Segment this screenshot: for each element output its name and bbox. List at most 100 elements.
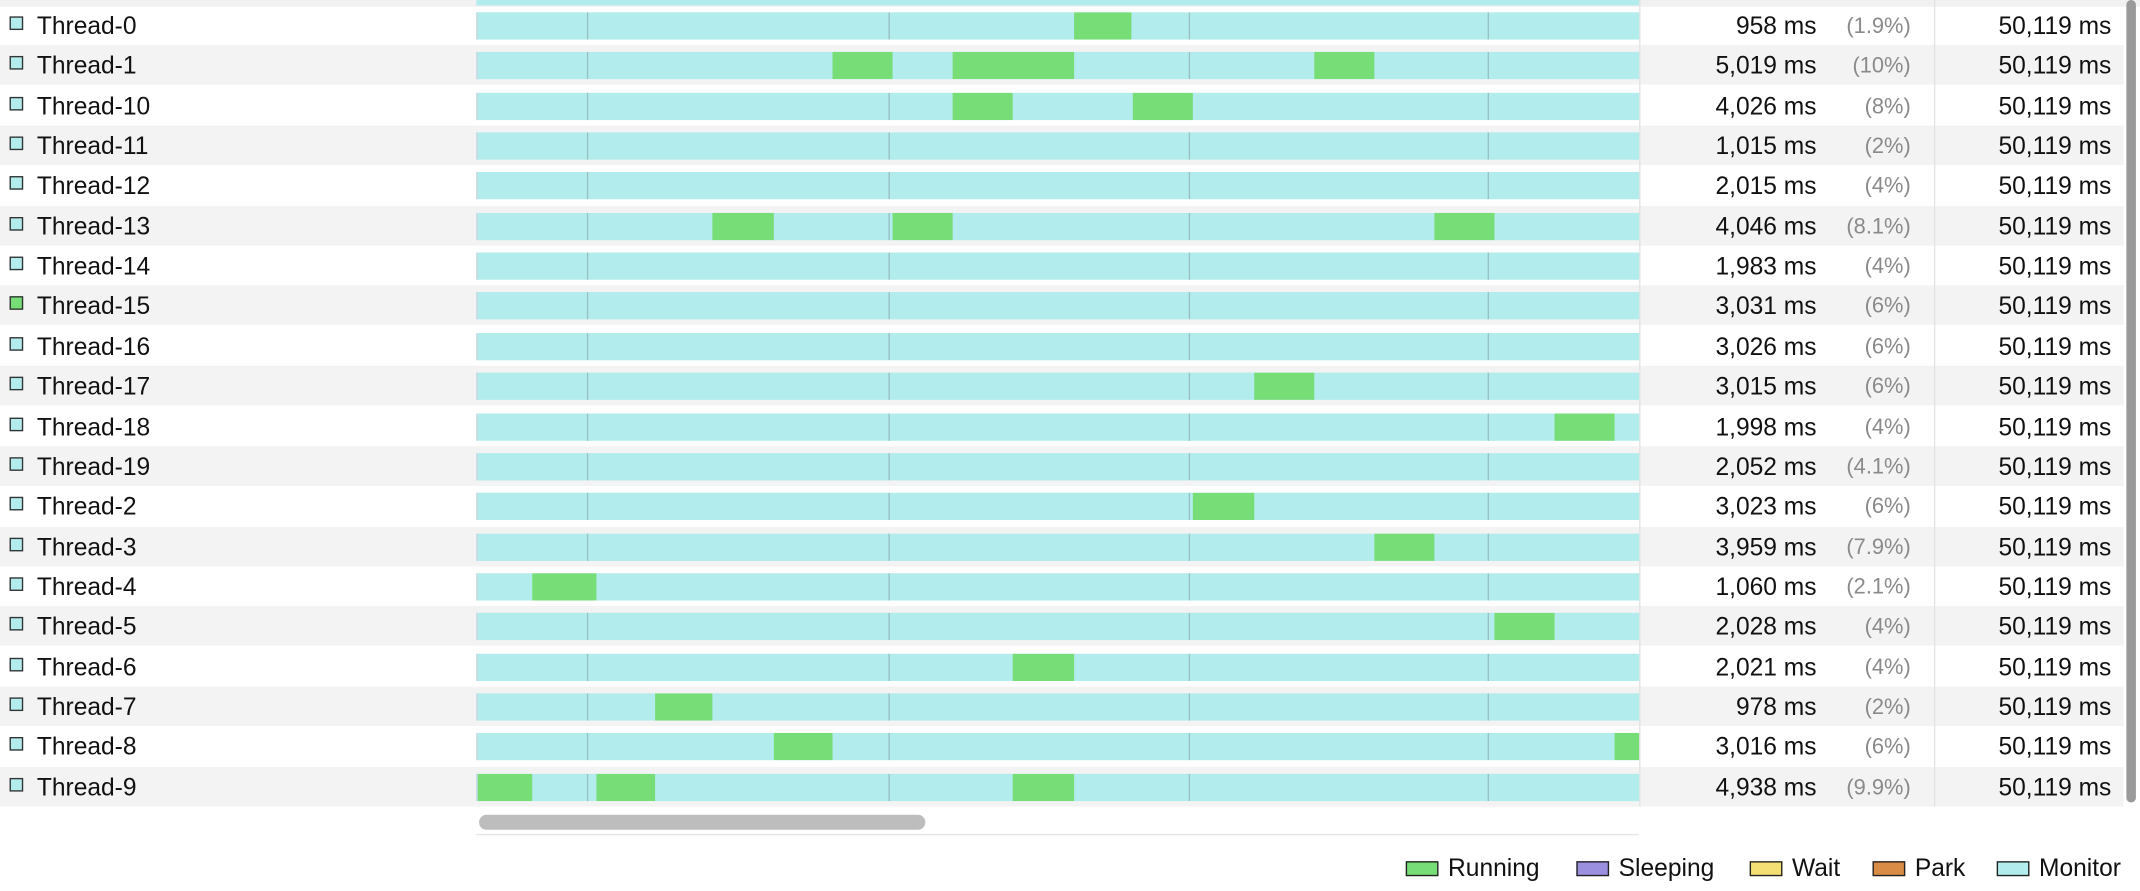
timeline-gridline xyxy=(586,653,589,681)
thread-timeline[interactable] xyxy=(476,533,1641,561)
total-time: 50,119 ms xyxy=(1998,52,2112,80)
thread-timeline[interactable] xyxy=(476,92,1641,120)
running-time: 1,983 ms xyxy=(1715,252,1817,280)
timeline-gridline xyxy=(1188,533,1191,561)
thread-timeline[interactable] xyxy=(476,292,1641,320)
thread-state-icon xyxy=(9,657,24,671)
running-percent: (10%) xyxy=(1852,55,1911,79)
vertical-scrollbar-thumb[interactable] xyxy=(2126,0,2136,803)
running-percent: (6%) xyxy=(1864,375,1911,399)
thread-timeline[interactable] xyxy=(476,252,1641,280)
thread-name: Thread-9 xyxy=(36,773,137,801)
running-time: 958 ms xyxy=(1735,12,1817,40)
thread-timeline[interactable] xyxy=(476,573,1641,601)
thread-row[interactable]: Thread-8 3,016 ms (6%) 50,119 ms xyxy=(0,726,2124,766)
thread-state-icon xyxy=(9,497,24,511)
timeline-gridline xyxy=(586,412,589,441)
legend-monitor: Monitor xyxy=(1996,852,2121,885)
thread-row[interactable]: Thread-6 2,021 ms (4%) 50,119 ms xyxy=(0,646,2124,686)
timeline-gridline xyxy=(888,773,890,801)
total-time: 50,119 ms xyxy=(1998,412,2112,441)
timeline-scrollbar-thumb[interactable] xyxy=(479,814,926,830)
thread-timeline[interactable] xyxy=(476,773,1641,801)
legend-label: Monitor xyxy=(2039,853,2121,881)
running-segment xyxy=(655,693,713,721)
running-segment xyxy=(477,773,533,801)
thread-timeline[interactable] xyxy=(476,613,1641,641)
thread-name: Thread-3 xyxy=(36,533,137,561)
timeline-gridline xyxy=(888,452,890,481)
timeline-gridline xyxy=(1188,773,1191,801)
thread-row[interactable]: Thread-15 3,031 ms (6%) 50,119 ms xyxy=(0,285,2124,326)
thread-row[interactable]: Thread-4 1,060 ms (2.1%) 50,119 ms xyxy=(0,566,2124,606)
thread-state-icon xyxy=(9,537,24,551)
total-time: 50,119 ms xyxy=(1998,613,2112,641)
thread-row[interactable]: Thread-2 3,023 ms (6%) 50,119 ms xyxy=(0,486,2124,526)
running-time: 2,021 ms xyxy=(1715,653,1817,681)
timeline-gridline xyxy=(1487,533,1489,561)
thread-timeline[interactable] xyxy=(476,693,1641,721)
thread-timeline[interactable] xyxy=(476,653,1641,681)
total-time: 50,119 ms xyxy=(1998,452,2112,481)
thread-row[interactable]: Thread-12 2,015 ms (4%) 50,119 ms xyxy=(0,166,2124,206)
total-time: 50,119 ms xyxy=(1998,212,2112,240)
thread-timeline[interactable] xyxy=(476,132,1641,160)
running-time: 5,019 ms xyxy=(1715,52,1817,80)
timeline-gridline xyxy=(586,693,589,721)
thread-row[interactable]: Thread-9 4,938 ms (9.9%) 50,119 ms xyxy=(0,766,2124,807)
running-time: 4,046 ms xyxy=(1715,212,1817,240)
timeline-gridline xyxy=(1487,492,1489,521)
thread-timeline[interactable] xyxy=(476,212,1641,240)
thread-row[interactable]: Thread-0 958 ms (1.9%) 50,119 ms xyxy=(0,5,2124,45)
timeline-gridline xyxy=(586,292,589,320)
thread-row[interactable]: Thread-14 1,983 ms (4%) 50,119 ms xyxy=(0,246,2124,286)
timeline-gridline xyxy=(888,573,890,601)
running-percent: (4%) xyxy=(1864,415,1911,439)
thread-row[interactable]: Thread-17 3,015 ms (6%) 50,119 ms xyxy=(0,365,2124,406)
timeline-gridline xyxy=(586,533,589,561)
thread-row[interactable]: Thread-11 1,015 ms (2%) 50,119 ms xyxy=(0,125,2124,166)
thread-name: Thread-10 xyxy=(36,92,151,120)
timeline-gridline xyxy=(1487,773,1489,801)
thread-row[interactable]: Thread-5 2,028 ms (4%) 50,119 ms xyxy=(0,606,2124,646)
timeline-gridline xyxy=(1188,332,1191,361)
thread-row[interactable]: Thread-3 3,959 ms (7.9%) 50,119 ms xyxy=(0,526,2124,566)
thread-row[interactable]: Thread-16 3,026 ms (6%) 50,119 ms xyxy=(0,326,2124,366)
running-segment xyxy=(1012,653,1075,681)
total-time: 50,119 ms xyxy=(1998,653,2112,681)
thread-row[interactable]: Thread-1 5,019 ms (10%) 50,119 ms xyxy=(0,45,2124,86)
wait-swatch-icon xyxy=(1749,860,1783,876)
thread-timeline[interactable] xyxy=(476,412,1641,441)
running-segment xyxy=(832,52,893,80)
monitor-swatch-icon xyxy=(1996,860,2030,876)
running-segment xyxy=(1192,492,1255,521)
timeline-gridline xyxy=(888,372,890,401)
thread-state-icon xyxy=(9,416,24,431)
running-time: 3,026 ms xyxy=(1715,332,1817,361)
thread-row[interactable]: Thread-18 1,998 ms (4%) 50,119 ms xyxy=(0,406,2124,446)
thread-row[interactable]: Thread-10 4,026 ms (8%) 50,119 ms xyxy=(0,86,2124,126)
thread-state-icon xyxy=(9,216,24,231)
total-time: 50,119 ms xyxy=(1998,332,2112,361)
thread-timeline[interactable] xyxy=(476,733,1641,761)
thread-timeline[interactable] xyxy=(476,332,1641,361)
running-segment xyxy=(1074,12,1132,40)
thread-timeline[interactable] xyxy=(476,372,1641,401)
timeline-gridline xyxy=(1188,252,1191,280)
thread-timeline[interactable] xyxy=(476,52,1641,80)
thread-timeline[interactable] xyxy=(476,452,1641,481)
thread-row[interactable]: Thread-7 978 ms (2%) 50,119 ms xyxy=(0,686,2124,726)
thread-name: Thread-15 xyxy=(36,292,151,320)
thread-name: Thread-6 xyxy=(36,653,137,681)
timeline-gridline xyxy=(1487,172,1489,200)
timeline-gridline xyxy=(1188,573,1191,601)
thread-name: Thread-11 xyxy=(36,132,149,160)
running-time: 978 ms xyxy=(1735,693,1817,721)
timeline-scrollbar-track[interactable] xyxy=(476,807,1640,836)
timeline-gridline xyxy=(888,132,890,160)
thread-timeline[interactable] xyxy=(476,12,1641,40)
thread-timeline[interactable] xyxy=(476,492,1641,521)
thread-row[interactable]: Thread-13 4,046 ms (8.1%) 50,119 ms xyxy=(0,205,2124,246)
thread-timeline[interactable] xyxy=(476,172,1641,200)
thread-row[interactable]: Thread-19 2,052 ms (4.1%) 50,119 ms xyxy=(0,446,2124,486)
